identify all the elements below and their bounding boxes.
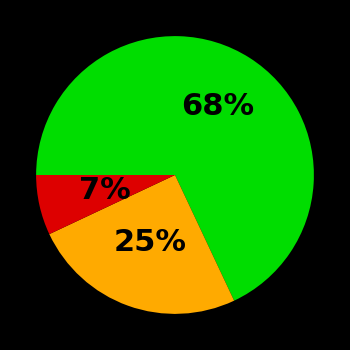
Wedge shape xyxy=(36,175,175,234)
Wedge shape xyxy=(49,175,234,314)
Text: 7%: 7% xyxy=(79,176,131,205)
Text: 68%: 68% xyxy=(182,92,255,121)
Wedge shape xyxy=(36,36,314,301)
Text: 25%: 25% xyxy=(114,229,187,258)
